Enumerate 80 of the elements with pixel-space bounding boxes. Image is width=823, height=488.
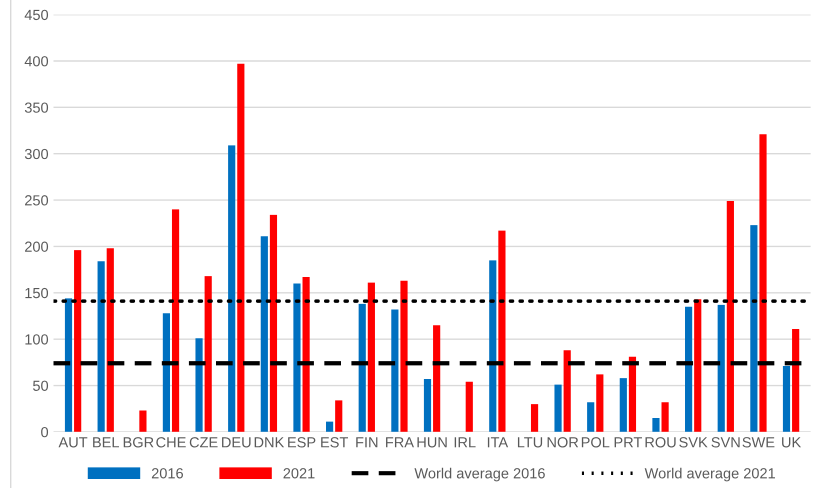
bar [662, 402, 669, 432]
x-tick-label: POL [582, 437, 610, 448]
legend-label: 2021 [284, 468, 315, 478]
bar [466, 382, 473, 432]
x-tick-label: CHE [156, 437, 186, 448]
x-tick-label: SWE [742, 437, 774, 448]
bar [237, 64, 244, 432]
bar [302, 277, 310, 432]
bar [759, 134, 767, 432]
bar [498, 230, 506, 432]
bar [162, 313, 170, 432]
bar [782, 366, 790, 432]
x-tick-label: FIN [356, 437, 378, 448]
bar [596, 374, 604, 432]
bar [489, 260, 496, 432]
bar [564, 350, 571, 432]
x-tick-label: SVK [679, 437, 708, 448]
bar [139, 410, 147, 432]
bar [718, 304, 725, 432]
bar [554, 384, 562, 432]
x-tick-label: IRL [454, 437, 476, 448]
y-tick-label: 400 [24, 56, 48, 66]
bar [652, 418, 660, 432]
x-tick-label: DNK [254, 437, 284, 448]
x-tick-label: ESP [288, 437, 316, 448]
legend-label: World average 2016 [414, 468, 545, 482]
y-tick-label: 350 [24, 102, 48, 113]
bar [228, 145, 236, 432]
x-tick-label: ITA [488, 437, 508, 448]
x-tick-label: CZE [190, 437, 218, 448]
bar [685, 306, 692, 432]
x-tick-label: SVN [711, 437, 740, 448]
bar [628, 356, 636, 432]
y-tick-label: 100 [25, 334, 48, 345]
bar [74, 250, 82, 432]
x-tick-label: NOR [548, 437, 578, 448]
bar [106, 248, 114, 432]
x-tick-label: DEU [222, 437, 251, 448]
bar [98, 261, 105, 432]
y-tick-label: 50 [33, 380, 48, 391]
x-tick-label: LTU [518, 437, 542, 448]
y-tick-label: 200 [25, 242, 48, 252]
bar [326, 422, 334, 432]
bar [195, 338, 203, 432]
bar [424, 379, 432, 432]
legend-label: World average 2021 [644, 468, 775, 482]
y-tick-label: 450 [24, 10, 48, 20]
bar [750, 225, 758, 432]
x-tick-label: FRA [386, 437, 414, 448]
bar [391, 309, 398, 432]
bar [172, 209, 180, 432]
bar [368, 282, 375, 432]
bar [726, 201, 734, 432]
bar [400, 280, 408, 432]
bar [620, 378, 627, 432]
bar [335, 400, 342, 432]
x-tick-label: BGR [124, 437, 154, 448]
x-tick-label: PRT [614, 437, 642, 448]
bar [270, 214, 278, 432]
bar [694, 299, 702, 432]
y-tick-label: 300 [24, 148, 48, 160]
x-tick-label: ROU [646, 437, 676, 448]
x-tick-label: EST [321, 437, 348, 448]
y-tick-label: 150 [25, 288, 48, 298]
bar [433, 325, 440, 432]
y-tick-label: 250 [25, 195, 48, 206]
bar [204, 276, 212, 432]
bar [293, 284, 301, 432]
bar [587, 402, 594, 432]
x-tick-label: HUN [417, 437, 447, 448]
legend-label: 2016 [152, 468, 183, 478]
bar [64, 298, 72, 432]
bar [358, 304, 366, 432]
x-tick-label: BEL [93, 437, 120, 448]
x-tick-label: AUT [58, 437, 88, 448]
y-tick-label: 0 [41, 426, 48, 438]
bar [260, 236, 268, 432]
bar [792, 328, 800, 432]
x-tick-label: UK [782, 437, 802, 448]
bar [530, 404, 538, 432]
